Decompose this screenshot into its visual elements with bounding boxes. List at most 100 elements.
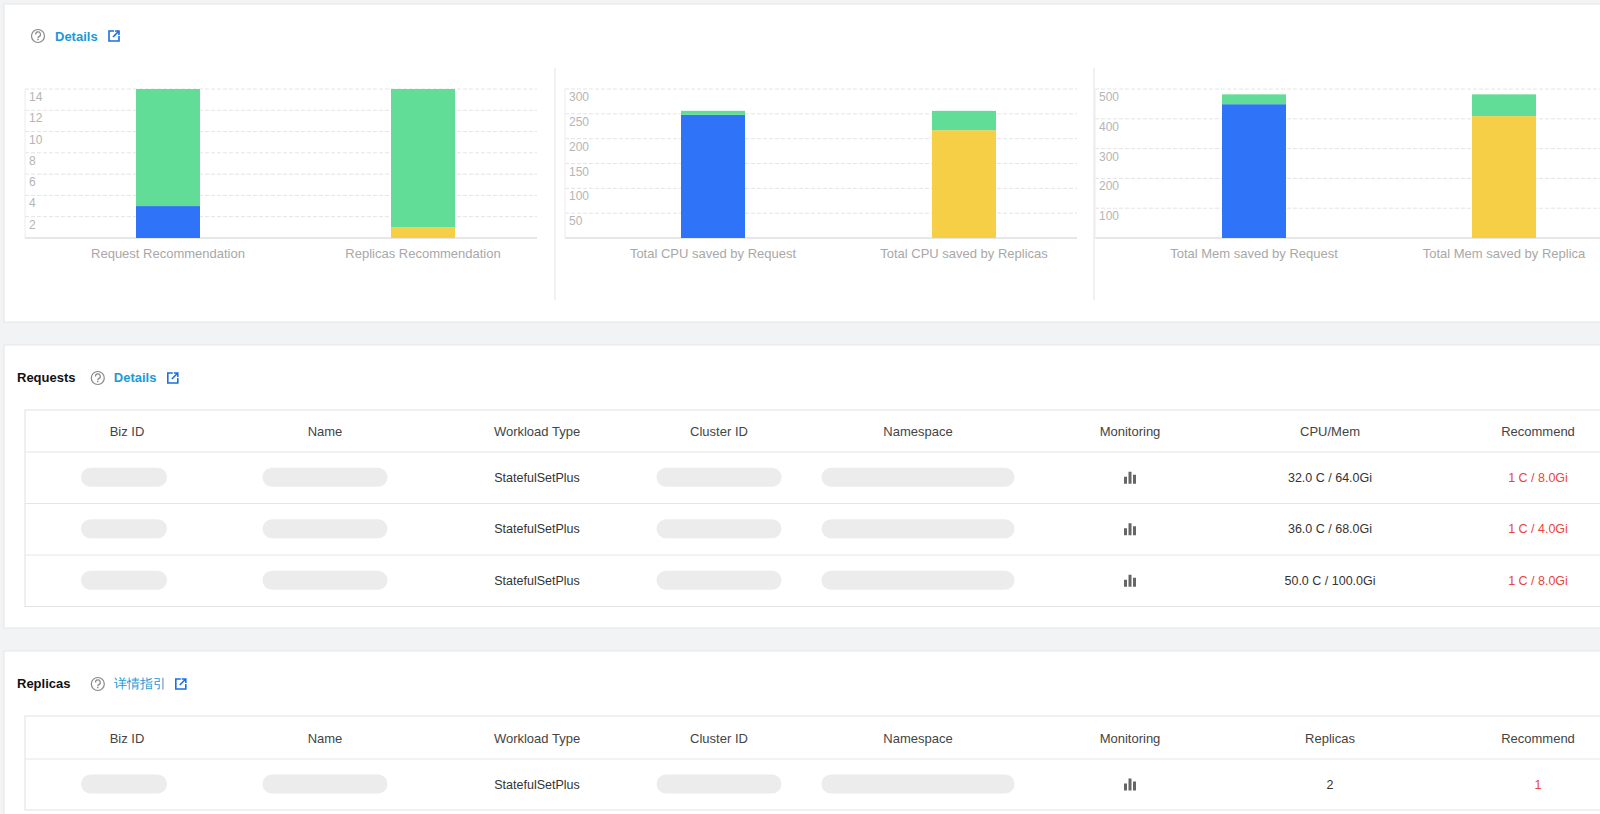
column-header: Replicas	[1305, 731, 1355, 746]
separator	[555, 68, 556, 300]
column-header: Recommend	[1501, 731, 1575, 746]
row-divider	[25, 503, 1600, 504]
y-tick-label: 2	[29, 218, 36, 232]
y-tick-label: 12	[29, 111, 43, 125]
redacted-cell	[81, 519, 167, 538]
table-cell: 36.0 C / 68.0Gi	[1288, 522, 1372, 536]
redacted-cell	[822, 571, 1015, 590]
column-header: CPU/Mem	[1300, 424, 1360, 439]
column-header: Name	[308, 731, 343, 746]
bar-segment	[1472, 116, 1536, 238]
x-axis-line	[565, 238, 1077, 239]
bar-segment	[1222, 94, 1286, 104]
monitoring-icon[interactable]	[1124, 523, 1136, 535]
monitoring-icon[interactable]	[1124, 472, 1136, 484]
bar-segment	[136, 206, 200, 238]
icon-bar	[1124, 477, 1127, 484]
table-cell: 1 C / 8.0Gi	[1508, 471, 1568, 485]
grid-line	[25, 216, 537, 217]
y-tick-label: 300	[569, 90, 589, 104]
help-mark	[95, 680, 100, 686]
column-header: Name	[308, 424, 343, 439]
bar-segment	[391, 89, 455, 227]
y-tick-label: 100	[569, 189, 589, 203]
chart: 50100150200250300Total CPU saved by Requ…	[565, 89, 1077, 261]
grid-line	[25, 131, 537, 132]
bar-segment	[136, 89, 200, 206]
bars	[136, 89, 455, 238]
column-header: Workload Type	[494, 424, 580, 439]
y-tick-label: 10	[29, 133, 43, 147]
y-axis-line	[1095, 89, 1096, 238]
x-tick-label: Replicas Recommendation	[345, 246, 500, 261]
y-axis-line	[565, 89, 566, 238]
x-tick-label: Total CPU saved by Replicas	[880, 246, 1048, 261]
y-tick-label: 50	[569, 214, 583, 228]
grid-line	[1095, 89, 1600, 90]
bar-segment	[681, 115, 745, 238]
help-circle	[32, 30, 45, 43]
redacted-cell	[822, 468, 1015, 487]
table-cell: StatefulSetPlus	[494, 522, 579, 536]
bar-segment	[932, 130, 996, 238]
external-link-icon	[109, 31, 119, 41]
details-link[interactable]: Details	[55, 29, 98, 44]
details-link[interactable]: Details	[114, 370, 157, 385]
column-header: Workload Type	[494, 731, 580, 746]
table-cell: StatefulSetPlus	[494, 471, 579, 485]
column-header: Biz ID	[110, 424, 145, 439]
external-link-icon	[176, 679, 186, 689]
monitoring-icon[interactable]	[1124, 575, 1136, 587]
icon-bar	[1129, 523, 1132, 535]
redacted-cell	[81, 571, 167, 590]
ext-box	[176, 679, 186, 689]
column-header: Namespace	[883, 731, 952, 746]
table-cell: StatefulSetPlus	[494, 574, 579, 588]
monitoring-icon[interactable]	[1124, 779, 1136, 791]
ext-box	[109, 31, 119, 41]
bar-segment	[1472, 94, 1536, 116]
help-dot	[97, 381, 99, 383]
section-title: Requests	[17, 370, 76, 385]
details-link[interactable]: 详情指引	[114, 676, 166, 691]
icon-bar	[1124, 784, 1127, 791]
table-cell: 2	[1327, 778, 1334, 792]
icon-bar	[1129, 575, 1132, 587]
grid-line	[565, 113, 1077, 114]
x-axis-line	[25, 238, 537, 239]
help-circle	[91, 372, 104, 385]
column-header: Cluster ID	[690, 424, 748, 439]
grid-line	[25, 110, 537, 111]
y-tick-label: 300	[1099, 150, 1119, 164]
redacted-cell	[657, 571, 782, 590]
y-tick-label: 200	[569, 140, 589, 154]
grid-line	[565, 89, 1077, 90]
grid-line	[565, 138, 1077, 139]
icon-bar	[1133, 578, 1136, 587]
row-divider	[25, 759, 1600, 760]
y-axis-line	[25, 89, 26, 238]
redacted-cell	[657, 775, 782, 794]
table-frame	[25, 716, 1600, 810]
x-tick-label: Total Mem saved by Request	[1170, 246, 1338, 261]
table-cell: StatefulSetPlus	[494, 778, 579, 792]
redacted-cell	[263, 571, 388, 590]
ext-box	[168, 373, 178, 383]
y-tick-label: 200	[1099, 179, 1119, 193]
bar-segment	[1222, 104, 1286, 238]
help-icon	[91, 678, 104, 691]
table-cell: 1 C / 4.0Gi	[1508, 522, 1568, 536]
icon-bar	[1124, 580, 1127, 587]
grid-line	[565, 163, 1077, 164]
help-icon	[32, 30, 45, 43]
icon-bar	[1133, 526, 1136, 535]
redacted-cell	[263, 775, 388, 794]
redacted-cell	[263, 468, 388, 487]
x-tick-label: Total Mem saved by Replica	[1423, 246, 1586, 261]
bars	[681, 111, 996, 238]
column-header: Biz ID	[110, 731, 145, 746]
y-tick-label: 8	[29, 154, 36, 168]
y-tick-label: 4	[29, 196, 36, 210]
x-tick-label: Total CPU saved by Request	[630, 246, 797, 261]
chart: 2468101214Request RecommendationReplicas…	[25, 89, 537, 261]
